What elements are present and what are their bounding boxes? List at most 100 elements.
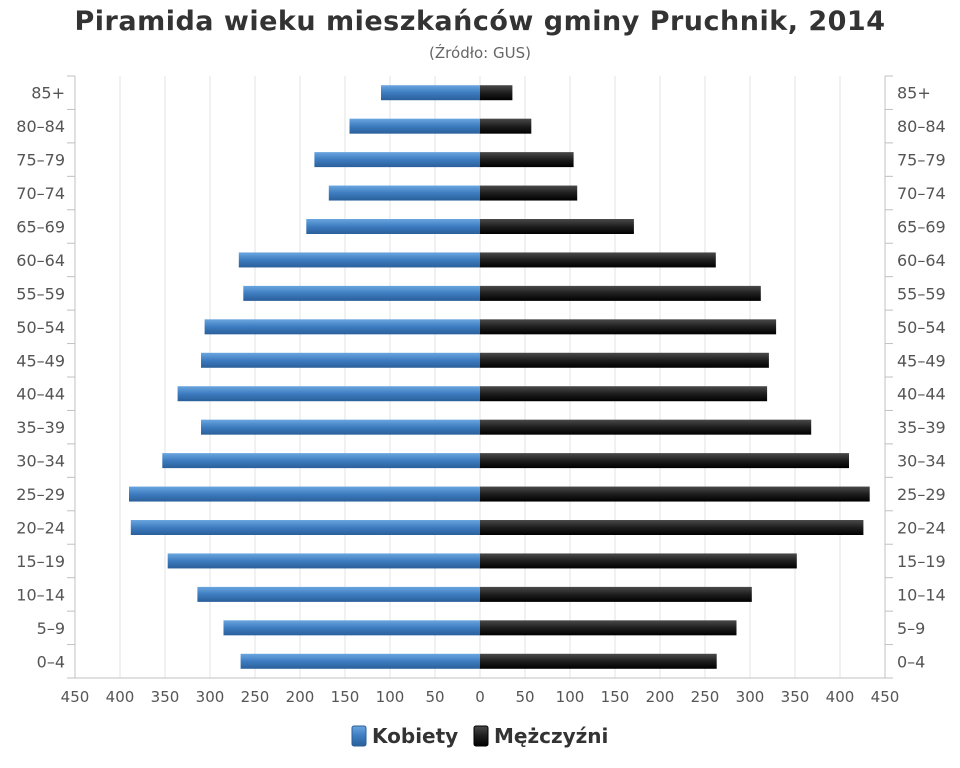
bar-kobiety <box>201 419 480 435</box>
category-label-right: 35–39 <box>897 418 946 437</box>
bar-mezczyzni <box>480 453 849 469</box>
category-label-left: 0–4 <box>37 652 65 671</box>
x-tick-label: 50 <box>515 688 534 706</box>
bar-kobiety <box>243 285 480 301</box>
category-label-left: 65–69 <box>16 218 65 237</box>
axes: 450 400 350 300 250 200 150 100 50 0 50 100 150 200 25… <box>16 75 946 706</box>
bar-kobiety <box>130 520 481 535</box>
bar-kobiety <box>328 185 480 201</box>
bar-kobiety <box>204 319 480 335</box>
x-tick-label: 50 <box>425 688 444 706</box>
x-tick-label: 300 <box>736 688 765 706</box>
bar-mezczyzni <box>480 219 634 234</box>
x-tick-label: 200 <box>646 688 675 706</box>
bar-mezczyzni <box>480 419 812 435</box>
bar-kobiety <box>314 152 480 168</box>
bar-mezczyzni <box>480 386 768 402</box>
legend: Kobiety Mężczyźni <box>351 724 608 748</box>
bar-kobiety <box>201 352 480 368</box>
bar-mezczyzni <box>480 118 532 134</box>
bar-kobiety <box>349 118 480 134</box>
bar-mezczyzni <box>480 185 578 201</box>
category-label-left: 40–44 <box>16 385 65 404</box>
category-label-right: 80–84 <box>897 117 946 136</box>
category-label-left: 30–34 <box>16 452 65 471</box>
category-label-right: 75–79 <box>897 151 946 170</box>
category-label-left: 5–9 <box>37 619 65 638</box>
bar-kobiety <box>167 553 480 569</box>
category-label-right: 55–59 <box>897 284 946 303</box>
category-label-left: 50–54 <box>16 318 65 337</box>
x-tick-label: 400 <box>106 688 135 706</box>
x-tick-label: 250 <box>691 688 720 706</box>
legend-label-kobiety: Kobiety <box>372 724 458 748</box>
bar-mezczyzni <box>480 586 752 602</box>
x-tick-label: 250 <box>241 688 270 706</box>
category-label-right: 0–4 <box>897 652 925 671</box>
category-label-left: 15–19 <box>16 552 65 571</box>
category-label-right: 65–69 <box>897 218 946 237</box>
bar-mezczyzni <box>480 285 761 301</box>
bar-mezczyzni <box>480 152 574 168</box>
x-tick-label: 300 <box>196 688 225 706</box>
x-tick-label: 450 <box>61 688 90 706</box>
x-tick-label: 100 <box>556 688 585 706</box>
x-tick-label: 200 <box>286 688 315 706</box>
category-label-right: 45–49 <box>897 351 946 370</box>
x-tick-label: 0 <box>475 688 485 706</box>
category-label-left: 60–64 <box>16 251 65 270</box>
category-label-right: 15–19 <box>897 552 946 571</box>
bars <box>129 85 870 669</box>
x-tick-label: 350 <box>151 688 180 706</box>
category-label-left: 85+ <box>31 84 65 103</box>
category-label-right: 40–44 <box>897 385 946 404</box>
category-label-left: 10–14 <box>16 585 65 604</box>
bar-mezczyzni <box>480 352 769 368</box>
bar-kobiety <box>197 586 480 602</box>
bar-mezczyzni <box>480 520 864 535</box>
category-label-right: 70–74 <box>897 184 946 203</box>
legend-swatch-kobiety <box>351 725 367 747</box>
category-label-left: 20–24 <box>16 519 65 538</box>
category-label-right: 10–14 <box>897 585 946 604</box>
category-label-right: 25–29 <box>897 485 946 504</box>
bar-mezczyzni <box>480 653 717 669</box>
x-tick-label: 400 <box>826 688 855 706</box>
bar-kobiety <box>238 252 480 268</box>
bar-kobiety <box>381 85 480 101</box>
category-label-left: 80–84 <box>16 117 65 136</box>
bar-kobiety <box>129 486 480 502</box>
chart-subtitle: (Źródło: GUS) <box>429 44 531 62</box>
x-tick-label: 450 <box>871 688 900 706</box>
bar-kobiety <box>223 620 480 636</box>
category-label-right: 20–24 <box>897 519 946 538</box>
bar-mezczyzni <box>480 319 777 335</box>
legend-label-mezczyzni: Mężczyźni <box>494 724 608 748</box>
bar-kobiety <box>162 453 481 469</box>
category-label-left: 70–74 <box>16 184 65 203</box>
bar-kobiety <box>177 386 480 402</box>
category-label-right: 60–64 <box>897 251 946 270</box>
bar-kobiety <box>240 653 480 669</box>
bar-kobiety <box>306 219 480 234</box>
category-label-right: 85+ <box>897 84 931 103</box>
category-label-right: 50–54 <box>897 318 946 337</box>
bar-mezczyzni <box>480 620 737 636</box>
x-tick-label: 350 <box>781 688 810 706</box>
x-tick-label: 150 <box>601 688 630 706</box>
category-label-right: 30–34 <box>897 452 946 471</box>
bar-mezczyzni <box>480 85 513 101</box>
bar-mezczyzni <box>480 252 716 268</box>
legend-swatch-mezczyzni <box>473 725 489 747</box>
category-label-right: 5–9 <box>897 619 925 638</box>
category-label-left: 25–29 <box>16 485 65 504</box>
chart-title: Piramida wieku mieszkańców gminy Pruchni… <box>74 6 886 37</box>
x-tick-label: 150 <box>331 688 360 706</box>
category-label-left: 75–79 <box>16 151 65 170</box>
category-label-left: 45–49 <box>16 351 65 370</box>
x-tick-label: 100 <box>376 688 405 706</box>
category-label-left: 35–39 <box>16 418 65 437</box>
bar-mezczyzni <box>480 486 870 502</box>
bar-mezczyzni <box>480 553 797 569</box>
category-label-left: 55–59 <box>16 284 65 303</box>
